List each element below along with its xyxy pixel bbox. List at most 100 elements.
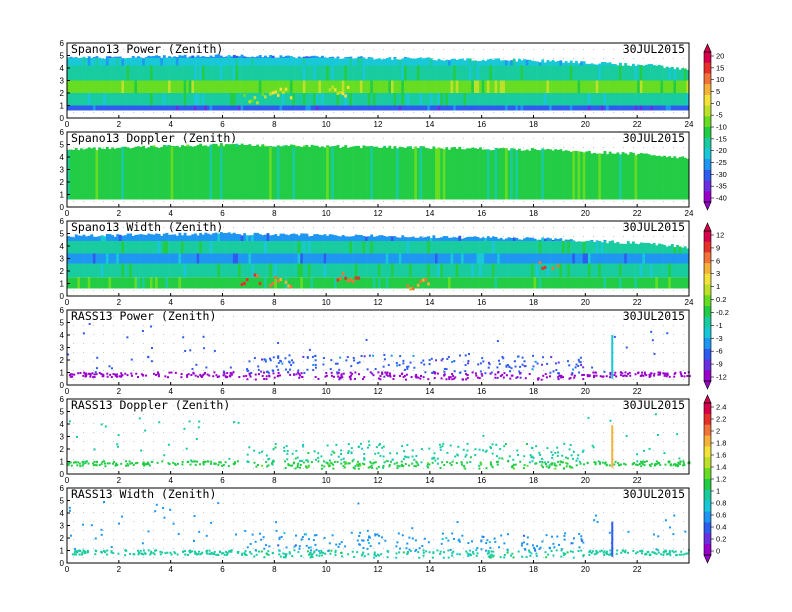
heatmap-cell <box>481 93 485 106</box>
heatmap-cell <box>134 277 138 289</box>
heatmap-cell <box>631 152 635 200</box>
heatmap-cell <box>562 105 565 111</box>
heatmap-cell <box>660 277 664 289</box>
grid-dot <box>93 236 94 237</box>
heatmap-cell <box>663 80 666 93</box>
heatmap-cell <box>282 253 285 264</box>
heatmap-cell <box>486 105 490 111</box>
grid-dot <box>583 49 584 50</box>
grid-dot <box>173 325 174 326</box>
heatmap-cell <box>424 241 428 254</box>
heatmap-cell <box>484 149 488 200</box>
heatmap-cell <box>328 241 332 254</box>
heatmap-cell <box>543 62 547 66</box>
grid-dot <box>93 325 94 326</box>
heatmap-cell <box>427 80 431 93</box>
grid-dot <box>483 147 484 148</box>
grid-dot <box>133 138 134 139</box>
heatmap-cell <box>388 236 392 241</box>
heatmap-cell <box>398 277 402 289</box>
grid-dot <box>113 49 114 50</box>
heatmap-cell <box>295 234 298 241</box>
grid-dot <box>283 325 284 326</box>
heatmap-cell <box>287 65 291 81</box>
grid-dot <box>223 379 224 380</box>
heatmap-cell <box>139 241 143 254</box>
heatmap-cell <box>626 93 630 106</box>
heatmap-cell <box>424 263 428 278</box>
heatmap-cell <box>111 57 114 58</box>
heatmap-cell <box>611 105 615 111</box>
grid-dot <box>463 236 464 237</box>
heatmap-cell <box>188 58 192 66</box>
heatmap-cell <box>479 253 482 264</box>
heatmap-cell <box>458 277 462 289</box>
heatmap-cell <box>388 65 392 81</box>
heatmap-cell <box>77 93 81 106</box>
heatmap-cell <box>341 241 345 254</box>
heatmap-cell <box>95 80 99 93</box>
grid-dot <box>113 290 114 291</box>
y-tick-label: 0 <box>60 203 65 212</box>
grid-dot <box>623 352 624 353</box>
grid-dot <box>613 370 614 371</box>
heatmap-cell <box>567 239 571 241</box>
grid-dot <box>383 352 384 353</box>
heatmap-cell <box>289 263 293 278</box>
heatmap-cell <box>582 241 586 254</box>
heatmap-hotspot <box>240 282 244 286</box>
heatmap-cell <box>383 80 387 93</box>
heatmap-cell <box>144 80 148 93</box>
heatmap-cell <box>567 277 571 289</box>
heatmap-cell <box>129 277 133 289</box>
heatmap-cell <box>533 93 537 106</box>
grid-dot <box>353 290 354 291</box>
heatmap-cell <box>111 93 114 106</box>
heatmap-cell <box>222 93 226 106</box>
heatmap-cell <box>590 65 594 81</box>
heatmap-cell <box>74 277 78 289</box>
heatmap-cell <box>435 105 438 111</box>
heatmap-cell <box>196 277 200 289</box>
heatmap-cell <box>74 57 78 58</box>
heatmap-cell <box>105 93 109 106</box>
heatmap-cell <box>556 65 560 81</box>
heatmap-cell <box>655 80 659 93</box>
heatmap-cell <box>305 58 309 66</box>
heatmap-cell <box>595 263 599 278</box>
heatmap-cell <box>383 147 387 200</box>
heatmap-cell <box>445 59 449 66</box>
heatmap-cell <box>118 277 122 289</box>
heatmap-cell <box>440 241 444 254</box>
heatmap-cell <box>411 58 415 66</box>
grid-dot <box>133 370 134 371</box>
heatmap-cell <box>577 65 581 81</box>
heatmap-cell <box>624 65 628 81</box>
heatmap-cell <box>310 80 314 93</box>
grid-dot <box>533 334 534 335</box>
heatmap-cell <box>652 155 656 200</box>
heatmap-cell <box>663 244 666 254</box>
y-tick-label: 4 <box>60 153 65 162</box>
heatmap-cell <box>657 93 661 106</box>
grid-dot <box>383 379 384 380</box>
heatmap-cell <box>523 277 527 289</box>
heatmap-cell <box>585 151 589 200</box>
heatmap-cell <box>536 65 539 81</box>
grid-dot <box>313 201 314 202</box>
heatmap-cell <box>468 277 472 289</box>
heatmap-cell <box>686 158 690 200</box>
heatmap-cell <box>631 93 635 106</box>
heatmap-cell <box>606 93 609 106</box>
heatmap-cell <box>432 277 436 289</box>
grid-dot <box>173 352 174 353</box>
heatmap-cell <box>670 277 674 289</box>
heatmap-cell <box>352 65 355 81</box>
x-tick-label: 8 <box>272 209 277 218</box>
heatmap-cell <box>359 80 363 93</box>
heatmap-cell <box>432 65 436 81</box>
heatmap-cell <box>186 144 190 147</box>
heatmap-cell <box>492 241 495 254</box>
grid-dot <box>163 379 164 380</box>
grid-dot <box>333 352 334 353</box>
